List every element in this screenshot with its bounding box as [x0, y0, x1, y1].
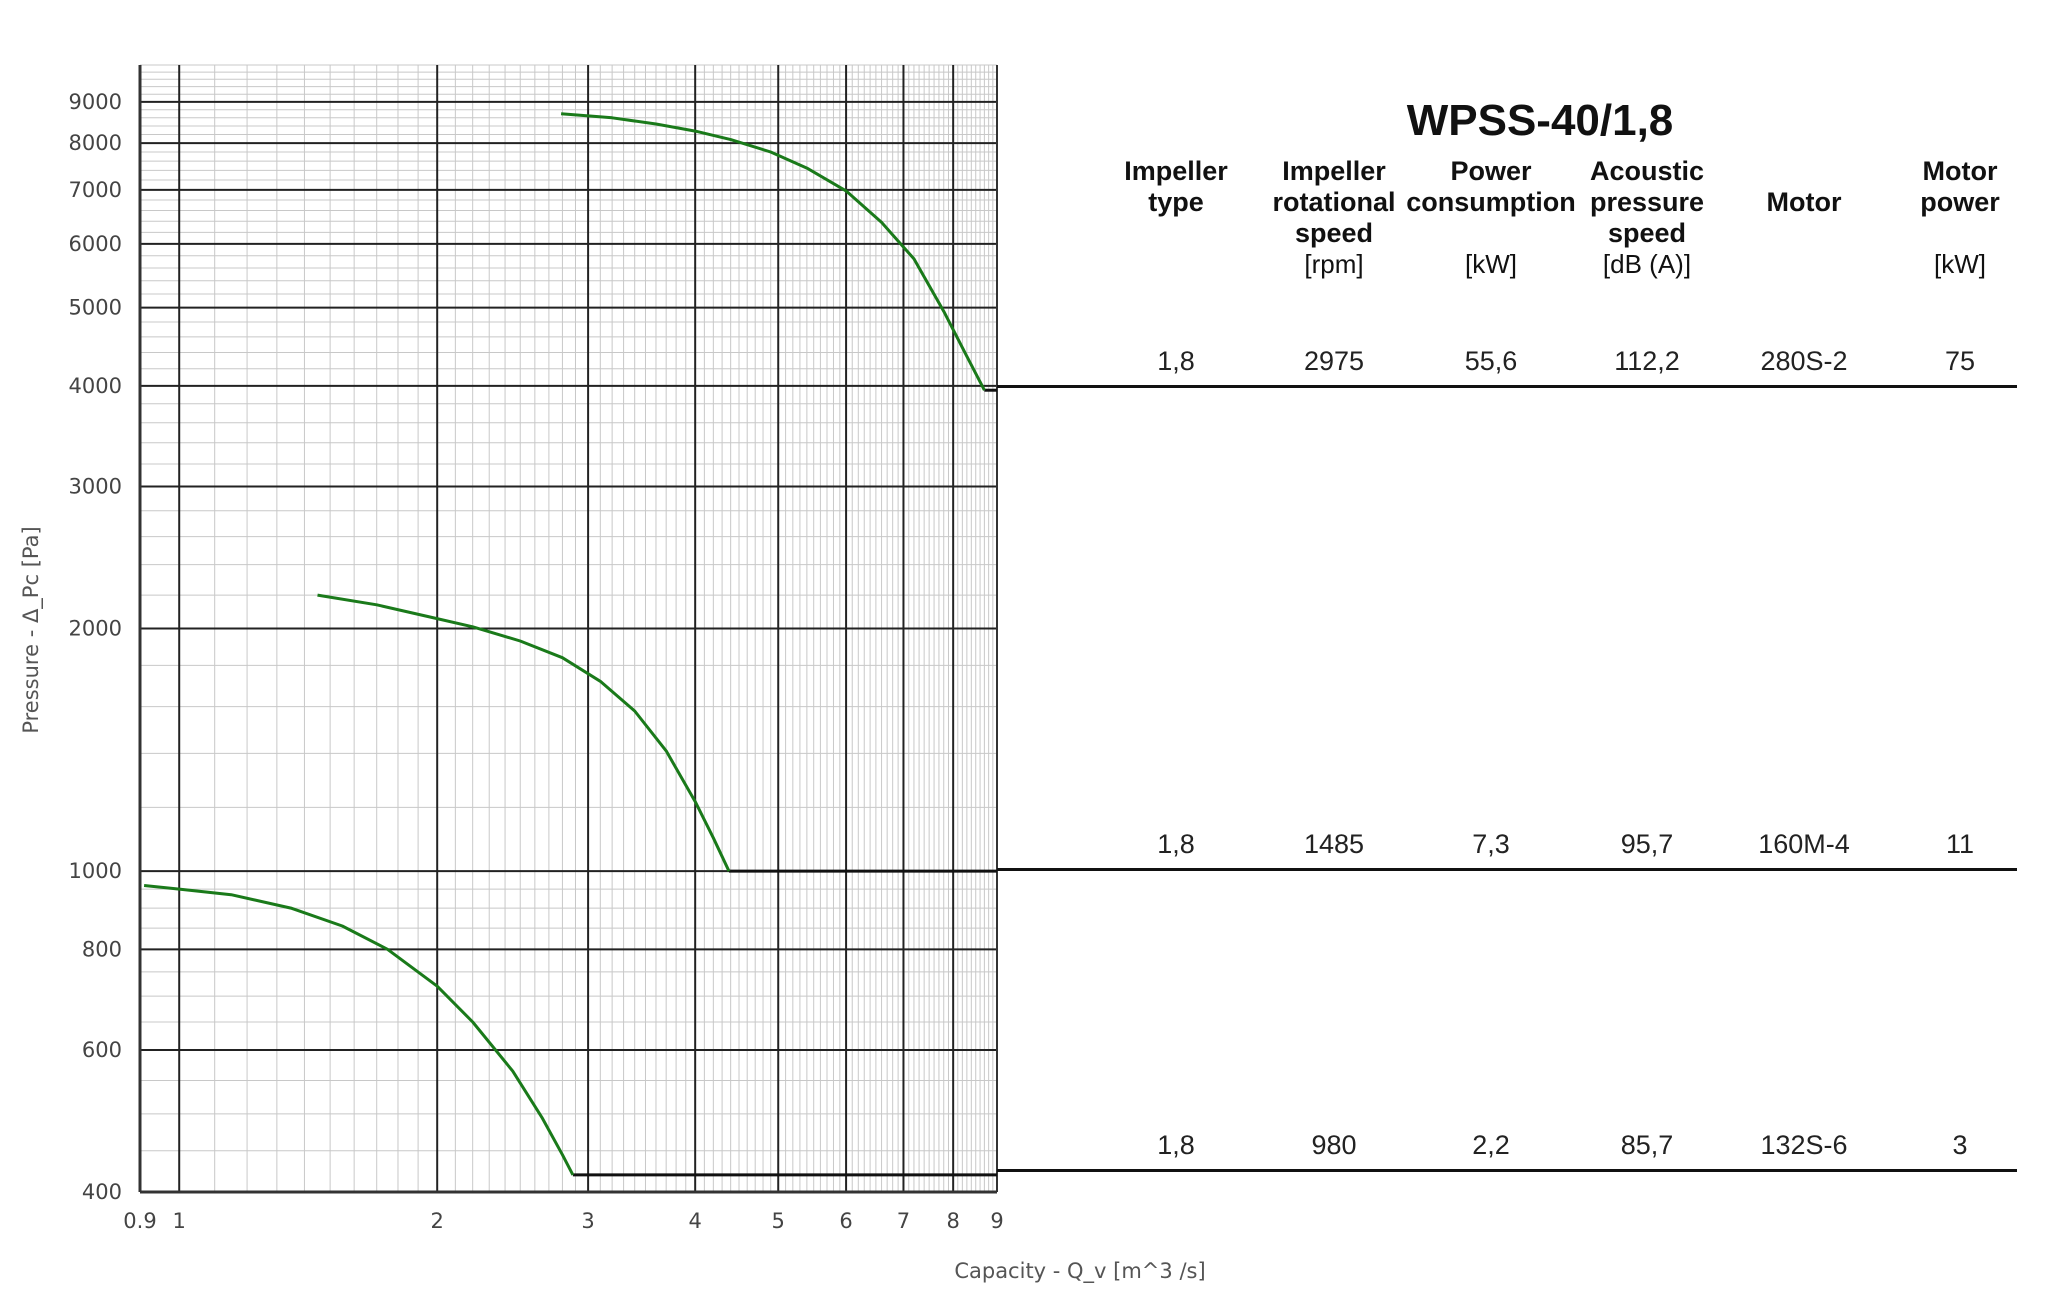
y-tick-label: 6000	[69, 232, 122, 256]
y-tick-label: 1000	[69, 859, 122, 883]
fan-curve-2	[317, 593, 731, 872]
header-power-consumption: Power consumption [kW]	[1406, 156, 1576, 279]
major-grid	[140, 65, 997, 1192]
row-2-impeller-type: 1,8	[1157, 829, 1195, 859]
table-title: WPSS-40/1,8	[1406, 96, 1674, 145]
row-2-rotational-speed: 1485	[1303, 829, 1365, 859]
x-tick-label: 8	[946, 1209, 959, 1233]
row-3-motor-power: 3	[1952, 1130, 1968, 1160]
x-tick-label: 3	[581, 1209, 594, 1233]
row-3-impeller-type: 1,8	[1157, 1130, 1195, 1160]
row-3-divider	[997, 1169, 2017, 1172]
x-tick-label: 6	[839, 1209, 852, 1233]
y-tick-label: 9000	[69, 90, 122, 114]
y-tick-label: 4000	[69, 374, 122, 398]
y-tick-label: 2000	[69, 617, 122, 641]
row-1-impeller-type: 1,8	[1157, 346, 1195, 376]
row-3-rotational-speed: 980	[1311, 1130, 1357, 1160]
y-tick-label: 7000	[69, 178, 122, 202]
row-1-rotational-speed: 2975	[1303, 346, 1365, 376]
y-tick-label: 400	[82, 1180, 122, 1204]
x-tick-label: 1	[173, 1209, 186, 1233]
y-tick-label: 600	[82, 1038, 122, 1062]
row-3-acoustic-pressure: 85,7	[1620, 1130, 1674, 1160]
row-2-divider	[997, 868, 2017, 871]
header-motor: Motor	[1766, 187, 1842, 217]
row-2-motor-power: 11	[1945, 829, 1975, 859]
fan-curve-1	[560, 112, 986, 391]
row-2-motor: 160M-4	[1758, 829, 1850, 859]
y-tick-label: 5000	[69, 296, 122, 320]
header-rotational-speed: Impeller rotational speed [rpm]	[1272, 156, 1396, 279]
header-acoustic-pressure: Acoustic pressure speed [dB (A)]	[1589, 156, 1705, 279]
x-tick-label: 5	[772, 1209, 785, 1233]
x-axis-label: Capacity - Q_v [m^3 /s]	[954, 1259, 1205, 1284]
row-3-motor: 132S-6	[1760, 1130, 1848, 1160]
y-tick-labels: 400 600 800 1000 2000 3000 4000 5000 6000 7000 800…	[69, 90, 122, 1204]
x-tick-label: 2	[431, 1209, 444, 1233]
y-tick-label: 3000	[69, 475, 122, 499]
row-2-power-consumption: 7,3	[1472, 829, 1510, 859]
y-tick-label: 800	[82, 937, 122, 961]
row-1-power-consumption: 55,6	[1464, 346, 1518, 376]
row-1-motor-power: 75	[1944, 346, 1976, 376]
chart-axes	[138, 65, 998, 1194]
y-axis-label: Pressure - Δ_Pc [Pa]	[19, 526, 44, 733]
fan-curves	[143, 112, 997, 1177]
header-impeller-type: Impeller type	[1124, 156, 1228, 217]
row-1-acoustic-pressure: 112,2	[1614, 346, 1680, 376]
x-tick-labels: 0.9 1 2 3 4 5 6 7 8 9	[123, 1209, 1003, 1233]
row-1-divider	[997, 385, 2017, 388]
fan-curve-3	[143, 884, 575, 1176]
header-motor-power: Motor power [kW]	[1920, 156, 2000, 279]
y-tick-label: 8000	[69, 131, 122, 155]
row-3-power-consumption: 2,2	[1472, 1130, 1510, 1160]
x-tick-label: 4	[688, 1209, 701, 1233]
row-1-motor: 280S-2	[1760, 346, 1848, 376]
row-2-acoustic-pressure: 95,7	[1620, 829, 1674, 859]
x-tick-label: 0.9	[123, 1209, 156, 1233]
x-tick-label: 9	[990, 1209, 1003, 1233]
x-tick-label: 7	[897, 1209, 910, 1233]
